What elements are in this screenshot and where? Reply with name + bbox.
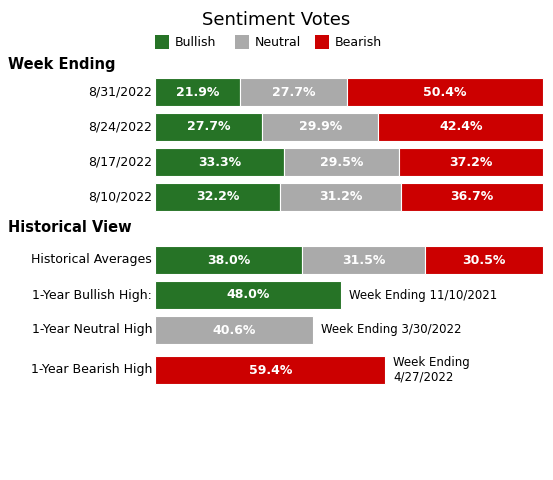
- Text: 29.5%: 29.5%: [320, 156, 363, 168]
- Text: 30.5%: 30.5%: [462, 253, 505, 266]
- Text: 21.9%: 21.9%: [176, 85, 219, 98]
- Text: 27.7%: 27.7%: [272, 85, 315, 98]
- Text: 42.4%: 42.4%: [439, 120, 483, 133]
- Bar: [155, 113, 263, 141]
- Text: Bearish: Bearish: [335, 36, 382, 48]
- Text: 29.9%: 29.9%: [299, 120, 342, 133]
- Text: 8/17/2022: 8/17/2022: [88, 156, 152, 168]
- Bar: [280, 183, 401, 211]
- Bar: [378, 113, 543, 141]
- Text: 8/24/2022: 8/24/2022: [88, 120, 152, 133]
- Text: 33.3%: 33.3%: [198, 156, 241, 168]
- Bar: [302, 246, 425, 274]
- Text: Week Ending 11/10/2021: Week Ending 11/10/2021: [349, 288, 498, 301]
- Text: Week Ending: Week Ending: [8, 58, 116, 72]
- Bar: [155, 356, 385, 384]
- Bar: [155, 78, 240, 106]
- Bar: [315, 35, 329, 49]
- Bar: [235, 35, 249, 49]
- Bar: [155, 183, 280, 211]
- Bar: [155, 316, 312, 344]
- Bar: [401, 183, 544, 211]
- Text: Historical View: Historical View: [8, 220, 132, 236]
- Text: 36.7%: 36.7%: [451, 191, 494, 204]
- Text: 50.4%: 50.4%: [424, 85, 467, 98]
- Text: Sentiment Votes: Sentiment Votes: [202, 11, 351, 29]
- Bar: [399, 148, 543, 176]
- Text: Week Ending 3/30/2022: Week Ending 3/30/2022: [321, 324, 461, 336]
- Text: 1-Year Bullish High:: 1-Year Bullish High:: [32, 288, 152, 301]
- Text: 48.0%: 48.0%: [226, 288, 270, 301]
- Bar: [155, 148, 284, 176]
- Text: 1-Year Bearish High: 1-Year Bearish High: [30, 363, 152, 376]
- Text: 32.2%: 32.2%: [196, 191, 239, 204]
- Text: 31.2%: 31.2%: [319, 191, 362, 204]
- Bar: [347, 78, 543, 106]
- Text: 1-Year Neutral High: 1-Year Neutral High: [32, 324, 152, 336]
- Text: Bullish: Bullish: [175, 36, 216, 48]
- Text: Historical Averages: Historical Averages: [32, 253, 152, 266]
- Text: 8/10/2022: 8/10/2022: [88, 191, 152, 204]
- Bar: [155, 281, 341, 309]
- Text: 27.7%: 27.7%: [187, 120, 231, 133]
- Bar: [240, 78, 347, 106]
- Bar: [155, 35, 169, 49]
- Text: Neutral: Neutral: [255, 36, 301, 48]
- Bar: [263, 113, 378, 141]
- Text: 40.6%: 40.6%: [212, 324, 255, 336]
- Text: 38.0%: 38.0%: [207, 253, 251, 266]
- Bar: [425, 246, 543, 274]
- Text: 59.4%: 59.4%: [248, 363, 292, 376]
- Text: 8/31/2022: 8/31/2022: [88, 85, 152, 98]
- Bar: [155, 246, 302, 274]
- Text: 37.2%: 37.2%: [449, 156, 493, 168]
- Text: Week Ending
4/27/2022: Week Ending 4/27/2022: [394, 356, 470, 384]
- Bar: [284, 148, 399, 176]
- Text: 31.5%: 31.5%: [342, 253, 385, 266]
